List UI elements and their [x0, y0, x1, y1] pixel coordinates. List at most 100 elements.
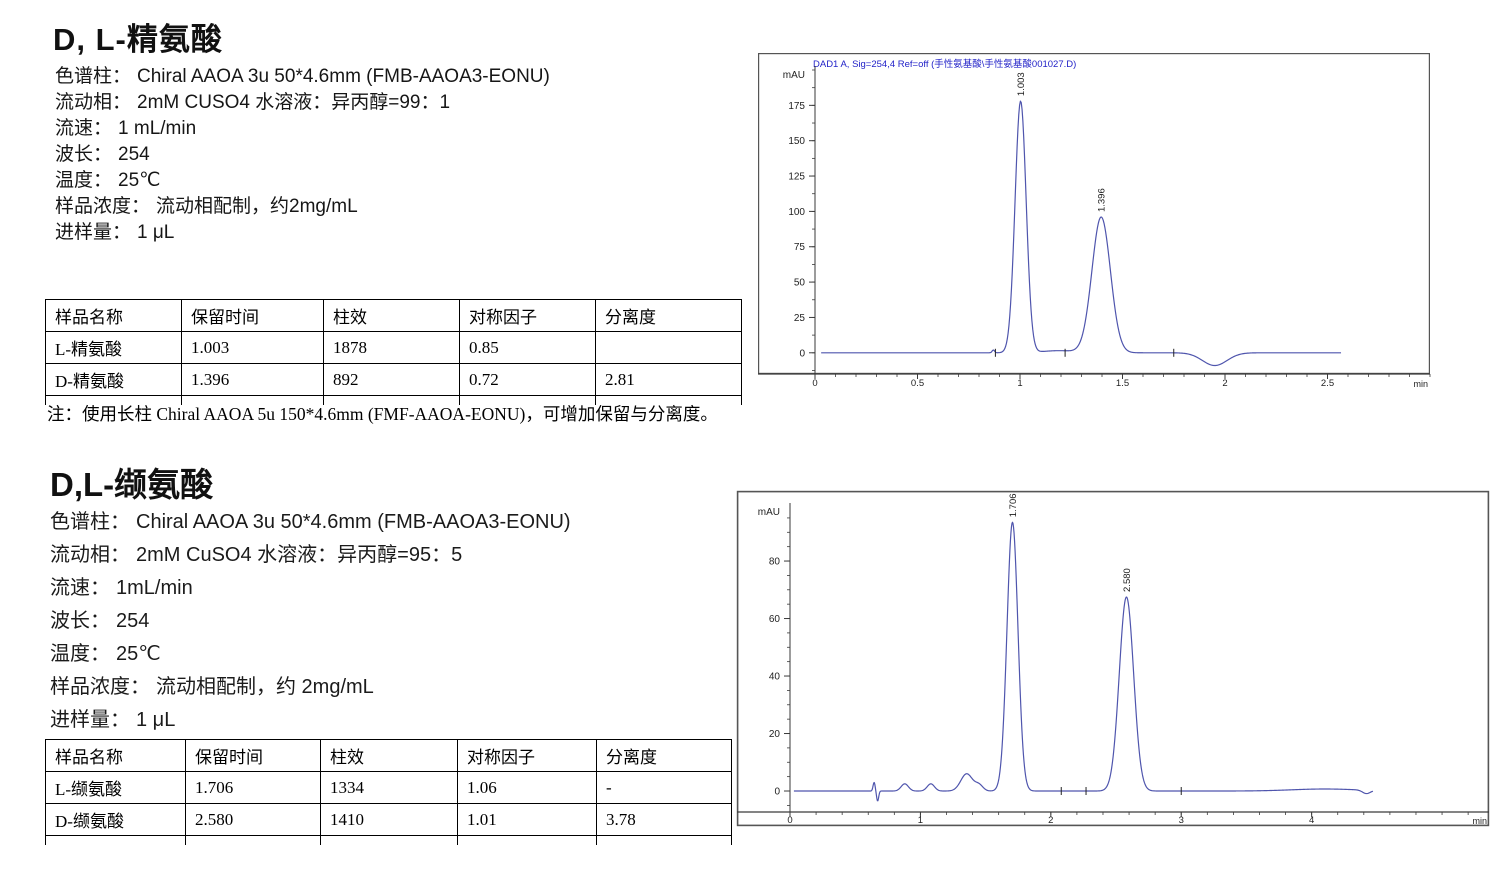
cell-resolution [595, 331, 742, 364]
svg-text:80: 80 [769, 557, 781, 568]
cell-resolution: 3.78 [596, 803, 732, 836]
svg-text:2: 2 [1048, 815, 1053, 826]
cell-retention: 1.706 [185, 771, 321, 804]
svg-text:25: 25 [794, 313, 806, 324]
section1-title: D, L-精氨酸 [53, 22, 223, 57]
param-injection-volume: 进样量： 1 μL [55, 220, 550, 246]
svg-text:1.003: 1.003 [1016, 72, 1027, 96]
col-header-retention: 保留时间 [185, 739, 321, 772]
svg-text:175: 175 [788, 101, 805, 112]
svg-text:min: min [1413, 379, 1428, 389]
table-row: L-缬氨酸 1.706 1334 1.06 - [45, 771, 732, 804]
param-column: 色谱柱： Chiral AAOA 3u 50*4.6mm (FMB-AAOA3-E… [50, 506, 571, 539]
svg-text:1: 1 [918, 815, 923, 826]
param-value: 1 μL [137, 222, 175, 243]
cell-sample: L-精氨酸 [45, 331, 182, 364]
results-table-arginine: 样品名称 保留时间 柱效 对称因子 分离度 L-精氨酸 1.003 1878 0… [45, 299, 742, 405]
svg-text:2: 2 [1222, 378, 1227, 389]
cell-symmetry: 1.01 [457, 803, 597, 836]
svg-text:mAU: mAU [783, 70, 805, 81]
param-sample-conc: 样品浓度： 流动相配制，约2mg/mL [55, 194, 550, 220]
cell-retention: 1.396 [181, 363, 324, 396]
param-flow-rate: 流速： 1mL/min [50, 572, 571, 605]
svg-text:2.580: 2.580 [1122, 568, 1133, 592]
svg-text:20: 20 [769, 729, 781, 740]
cell-plates: 1878 [323, 331, 460, 364]
table-row: D-精氨酸 1.396 892 0.72 2.81 [45, 363, 742, 396]
table-row: D-缬氨酸 2.580 1410 1.01 3.78 [45, 803, 732, 836]
param-flow-rate: 流速： 1 mL/min [55, 116, 550, 142]
svg-text:1.5: 1.5 [1116, 378, 1129, 389]
section2-params: 色谱柱： Chiral AAOA 3u 50*4.6mm (FMB-AAOA3-E… [50, 506, 571, 737]
param-label: 色谱柱： [50, 511, 130, 533]
param-value: 1mL/min [116, 577, 193, 599]
svg-text:75: 75 [794, 242, 806, 253]
param-column: 色谱柱： Chiral AAOA 3u 50*4.6mm (FMB-AAOA3-E… [55, 64, 550, 90]
svg-text:125: 125 [788, 172, 805, 183]
param-value: 1 μL [136, 709, 176, 731]
param-sample-conc: 样品浓度： 流动相配制，约 2mg/mL [50, 671, 571, 704]
param-temperature: 温度： 25℃ [55, 168, 550, 194]
param-label: 温度： [55, 170, 113, 191]
param-value: 2mM CuSO4 水溶液：异丙醇=95：5 [136, 544, 463, 566]
col-header-symmetry: 对称因子 [457, 739, 597, 772]
col-header-symmetry: 对称因子 [459, 299, 596, 332]
param-temperature: 温度： 25℃ [50, 638, 571, 671]
svg-text:40: 40 [769, 672, 781, 683]
col-header-sample: 样品名称 [45, 299, 182, 332]
chromatogram-arginine-plot: 0 0.5 1 1.5 2 2.5 0 25 50 75 100 125 150 175 mAU min 1.0… [758, 53, 1431, 389]
param-label: 样品浓度： [50, 676, 150, 698]
svg-text:4: 4 [1309, 815, 1314, 826]
param-label: 进样量： [50, 709, 130, 731]
param-label: 样品浓度： [55, 196, 151, 217]
chromatogram-arginine: DAD1 A, Sig=254,4 Ref=off (手性氨基酸\手性氨基酸00… [758, 53, 1431, 393]
param-value: 254 [116, 610, 150, 632]
cell-symmetry: 0.85 [459, 331, 596, 364]
results-table-valine: 样品名称 保留时间 柱效 对称因子 分离度 L-缬氨酸 1.706 1334 1… [45, 739, 732, 845]
col-header-sample: 样品名称 [45, 739, 186, 772]
col-header-plates: 柱效 [320, 739, 458, 772]
cell-sample: D-缬氨酸 [45, 803, 186, 836]
svg-text:1.396: 1.396 [1097, 188, 1108, 212]
svg-text:60: 60 [769, 614, 781, 625]
svg-text:0: 0 [774, 787, 780, 798]
param-mobile-phase: 流动相： 2mM CUSO4 水溶液：异丙醇=99：1 [55, 90, 550, 116]
col-header-resolution: 分离度 [596, 739, 732, 772]
svg-text:100: 100 [788, 207, 805, 218]
param-wavelength: 波长： 254 [55, 142, 550, 168]
param-label: 进样量： [55, 222, 132, 243]
param-label: 温度： [50, 643, 110, 665]
cell-symmetry: 1.06 [457, 771, 597, 804]
svg-text:3: 3 [1179, 815, 1184, 826]
param-value: 254 [118, 144, 150, 165]
table-row: L-精氨酸 1.003 1878 0.85 [45, 331, 742, 364]
chromatogram-header: DAD1 A, Sig=254,4 Ref=off (手性氨基酸\手性氨基酸00… [813, 59, 1077, 70]
cell-retention: 2.580 [185, 803, 321, 836]
cell-retention: 1.003 [181, 331, 324, 364]
param-label: 流动相： [55, 92, 132, 113]
svg-text:0: 0 [787, 815, 792, 826]
svg-text:min: min [1472, 816, 1487, 826]
cell-sample: D-精氨酸 [45, 363, 182, 396]
param-label: 流速： [55, 118, 113, 139]
table-partial-row [45, 835, 732, 845]
svg-text:0: 0 [812, 378, 817, 389]
cell-plates: 1334 [320, 771, 458, 804]
section2-title: D,L-缬氨酸 [50, 466, 214, 503]
svg-text:0: 0 [799, 348, 805, 359]
section1-params: 色谱柱： Chiral AAOA 3u 50*4.6mm (FMB-AAOA3-E… [55, 64, 550, 246]
cell-symmetry: 0.72 [459, 363, 596, 396]
svg-text:2.5: 2.5 [1321, 378, 1334, 389]
table-header-row: 样品名称 保留时间 柱效 对称因子 分离度 [45, 299, 742, 332]
param-value: Chiral AAOA 3u 50*4.6mm (FMB-AAOA3-EONU) [136, 511, 571, 533]
param-value: 流动相配制，约 2mg/mL [156, 676, 374, 698]
table-header-row: 样品名称 保留时间 柱效 对称因子 分离度 [45, 739, 732, 772]
param-value: 流动相配制，约2mg/mL [156, 196, 358, 217]
cell-resolution: 2.81 [595, 363, 742, 396]
cell-plates: 892 [323, 363, 460, 396]
param-value: 2mM CUSO4 水溶液：异丙醇=99：1 [137, 92, 451, 113]
param-wavelength: 波长： 254 [50, 605, 571, 638]
cell-sample: L-缬氨酸 [45, 771, 186, 804]
chromatogram-valine: 0 1 2 3 4 0 20 40 60 80 mAU min 1.706 2.580 [736, 490, 1490, 829]
